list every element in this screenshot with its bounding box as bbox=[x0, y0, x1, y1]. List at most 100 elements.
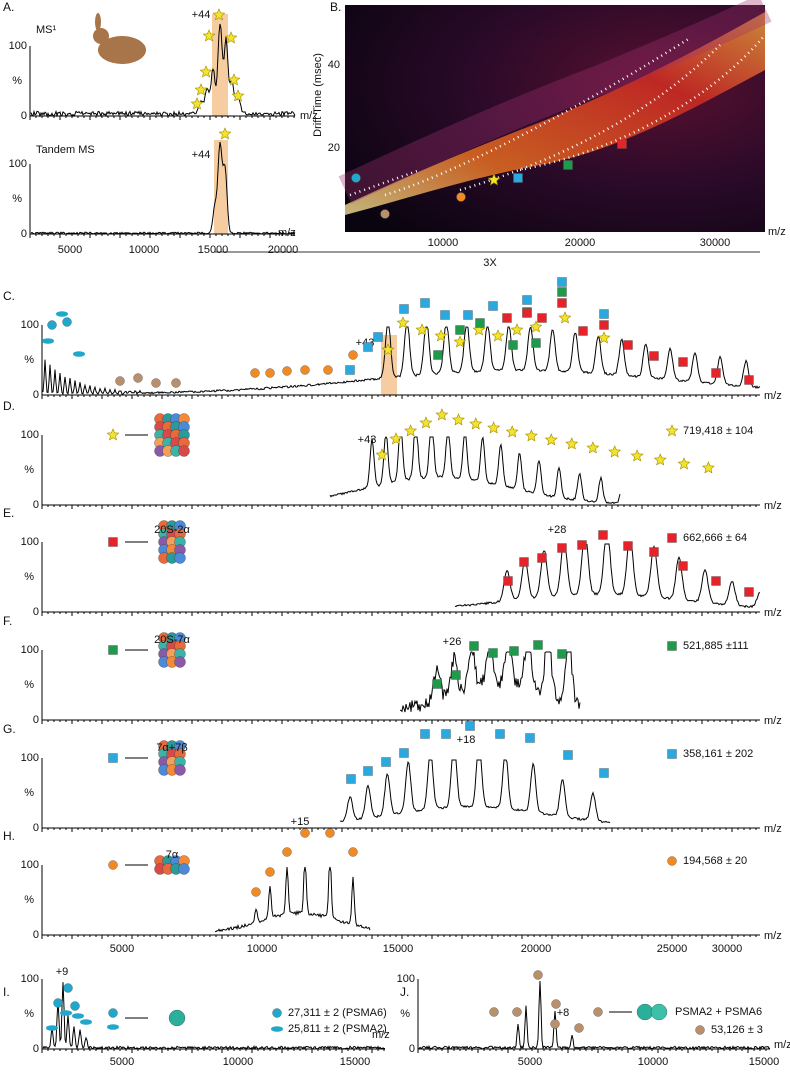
red-square-marker bbox=[557, 543, 567, 553]
x-tick-label: 20000 bbox=[565, 237, 596, 249]
y-tick-label: % bbox=[24, 354, 34, 366]
blue-square-marker bbox=[346, 774, 356, 784]
red-square-marker bbox=[711, 576, 721, 586]
teal-ellipse-marker bbox=[80, 1019, 92, 1025]
green-square-marker bbox=[108, 645, 118, 655]
x-tick-label: 20000 bbox=[268, 244, 299, 256]
star-marker bbox=[472, 323, 486, 336]
teal-ellipse-marker bbox=[46, 1025, 58, 1031]
red-square-marker bbox=[557, 298, 567, 308]
blue-square-marker bbox=[420, 729, 430, 739]
assembly-name: 7α bbox=[166, 849, 179, 861]
mass-label: 194,568 ± 20 bbox=[683, 855, 747, 867]
red-square-marker bbox=[744, 587, 754, 597]
green-square-marker bbox=[533, 640, 543, 650]
blue-square-marker bbox=[441, 729, 451, 739]
x-unit-label: m/z bbox=[774, 1039, 790, 1051]
star-marker bbox=[565, 437, 579, 450]
star-marker bbox=[608, 445, 622, 458]
star-marker bbox=[469, 417, 483, 430]
y-tick-label: % bbox=[24, 679, 34, 691]
highlight bbox=[212, 14, 228, 116]
y-tick-label: 100 bbox=[9, 40, 27, 52]
red-square-marker bbox=[522, 308, 532, 318]
star-marker bbox=[505, 425, 519, 438]
star-marker bbox=[524, 429, 538, 442]
y-tick-label: 0 bbox=[33, 822, 39, 834]
star-marker bbox=[190, 97, 204, 110]
x-tick-label: 10000 bbox=[129, 244, 160, 256]
star-marker bbox=[227, 73, 241, 86]
x-unit-label: m/z bbox=[278, 227, 296, 239]
tan-circle-marker bbox=[489, 1007, 499, 1017]
teal-circle-marker bbox=[47, 320, 57, 330]
highlight bbox=[214, 140, 228, 234]
panel-label: J. bbox=[400, 985, 409, 999]
tan-circle-marker bbox=[551, 999, 561, 1009]
rabbit-head bbox=[93, 28, 109, 44]
charge-label: +28 bbox=[548, 524, 567, 536]
spectrum-trace bbox=[42, 326, 761, 396]
panel-label: B. bbox=[330, 0, 341, 14]
blue-square-marker bbox=[522, 295, 532, 305]
star-marker bbox=[701, 461, 715, 474]
star-marker bbox=[586, 441, 600, 454]
charge-label: +18 bbox=[457, 734, 476, 746]
charge-label: +44 bbox=[192, 149, 211, 161]
x-tick-label: 15000 bbox=[340, 1056, 371, 1068]
subunit bbox=[174, 552, 186, 564]
y-tick-label: 20 bbox=[328, 142, 340, 154]
orange-circle-marker bbox=[250, 368, 260, 378]
x-unit-label: m/z bbox=[764, 500, 782, 512]
x-tick-label: 15000 bbox=[749, 1056, 780, 1068]
teal-circle-marker bbox=[351, 173, 361, 183]
star-marker bbox=[212, 8, 226, 21]
orange-circle-marker bbox=[456, 192, 466, 202]
red-square-marker bbox=[537, 553, 547, 563]
spectrum-trace bbox=[454, 543, 761, 609]
y-tick-label: % bbox=[24, 1008, 34, 1020]
subunit bbox=[650, 1003, 668, 1021]
green-square-marker bbox=[432, 679, 442, 689]
green-square-marker bbox=[557, 287, 567, 297]
blue-square-marker bbox=[525, 733, 535, 743]
red-square-marker bbox=[678, 561, 688, 571]
red-square-marker bbox=[599, 320, 609, 330]
panel-label: C. bbox=[3, 289, 15, 303]
tan-circle-marker bbox=[695, 1025, 705, 1035]
subunit bbox=[174, 656, 186, 668]
star-marker bbox=[389, 432, 403, 445]
orange-circle-marker bbox=[265, 368, 275, 378]
teal-ellipse-marker bbox=[60, 1010, 72, 1016]
mass-label: 27,311 ± 2 (PSMA6) bbox=[288, 1007, 387, 1019]
red-square-marker bbox=[519, 557, 529, 567]
red-square-marker bbox=[678, 357, 688, 367]
y-tick-label: 0 bbox=[21, 110, 27, 122]
teal-ellipse-marker bbox=[73, 351, 85, 357]
subunit bbox=[174, 764, 186, 776]
y-tick-label: 0 bbox=[33, 606, 39, 618]
x-unit-label: m/z bbox=[300, 110, 318, 122]
red-square-marker bbox=[649, 351, 659, 361]
x-tick-label: 30000 bbox=[712, 943, 743, 955]
teal-ellipse-marker bbox=[56, 311, 68, 317]
red-square-marker bbox=[744, 375, 754, 385]
star-marker bbox=[544, 433, 558, 446]
orange-circle-marker bbox=[108, 860, 118, 870]
y-tick-label: % bbox=[12, 75, 22, 87]
y-tick-label: 0 bbox=[33, 499, 39, 511]
orange-circle-marker bbox=[325, 828, 335, 838]
red-square-marker bbox=[502, 313, 512, 323]
blue-square-marker bbox=[381, 757, 391, 767]
heatmap-haze bbox=[338, 0, 772, 204]
red-square-marker bbox=[503, 576, 513, 586]
star-marker bbox=[404, 424, 418, 437]
charge-label: +9 bbox=[56, 966, 69, 978]
y-tick-label: 0 bbox=[33, 714, 39, 726]
blue-square-marker bbox=[488, 301, 498, 311]
y-tick-label: 100 bbox=[21, 644, 39, 656]
panel-label: G. bbox=[3, 722, 16, 736]
panel-label: E. bbox=[3, 506, 14, 520]
blue-square-marker bbox=[440, 310, 450, 320]
